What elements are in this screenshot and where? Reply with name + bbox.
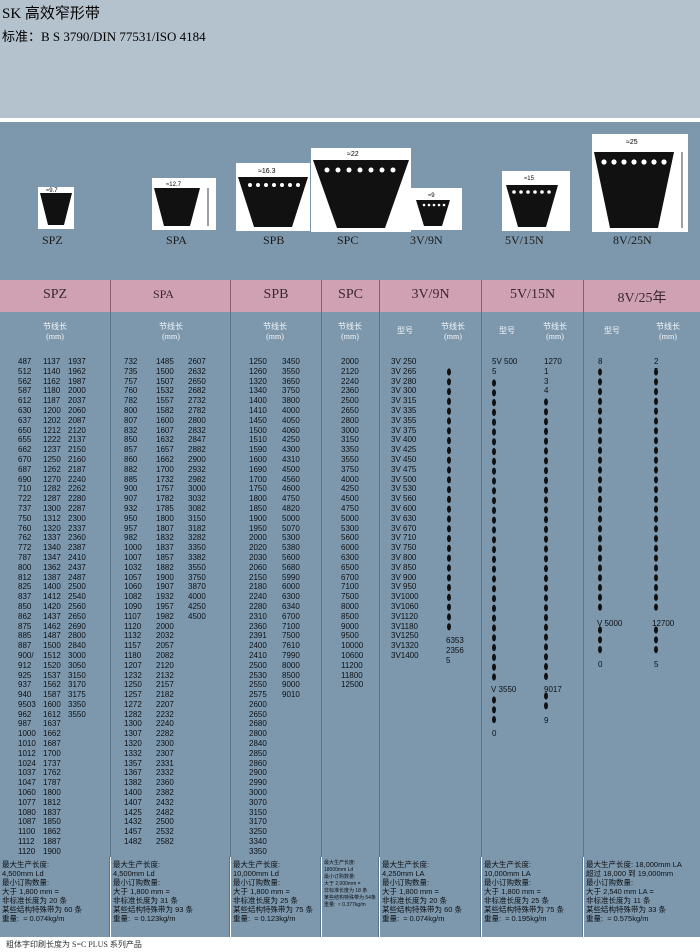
footer-spz: 最大生产长度: 4,500mm Ld 最小订购数量: 大于 1,800 mm =… [0,857,110,937]
sub-header-3v-length: 节线长 (mm) [441,322,465,341]
5v-section-diagram: ≈15 [502,171,570,231]
sub-header-8v-model: 型号 [604,326,620,335]
8v-lengths-tail: 5 [654,660,659,669]
spb-lengths-col1: 1250 1260 1320 1340 1400 1410 1450 1500 … [249,357,267,856]
header-band: SK 高效窄形带 标准：B S 3790/DIN 77531/ISO 4184 [0,0,700,118]
spc-lengths-col: 2000 2120 2240 2360 2500 2650 2800 3000 … [341,357,364,690]
table-body-spz [0,312,111,857]
column-header-8v: 8V/25年 [584,280,700,312]
footer-spb: 最大生产长度: 10,000mm Ld 最小订购数量: 大于 1,800 mm … [231,857,321,937]
spb-lengths-col2: 3450 3550 3650 3750 3800 4000 4050 4060 … [282,357,300,700]
table-body-spc [322,312,380,857]
diagram-label-spc: SPC [337,233,359,247]
diagram-label-spz: SPZ [42,233,63,247]
svg-text:≈15: ≈15 [524,176,535,182]
sub-header-spc: 节线长 (mm) [338,322,362,341]
3v-length-tail: 6353 2356 5 [446,636,464,665]
sub-header-spa: 节线长 (mm) [159,322,183,341]
table-body-8v [584,312,700,857]
bottom-note: 粗体字印刷长度为 S=C PLUS 系列产品 [0,937,700,952]
diagram-label-5v: 5V/15N [505,233,544,247]
spa-lengths-col2: 1485 1500 1507 1532 1557 1582 1600 1607 … [156,357,174,847]
diagram-label-8v: 8V/25N [613,233,652,247]
svg-text:≈12.7: ≈12.7 [166,182,182,188]
diagram-label-3v: 3V/9N [410,233,443,247]
svg-text:≈22: ≈22 [347,151,359,158]
5v-models-mid: V 3550 [491,685,517,694]
page-title: SK 高效窄形带 [2,6,100,22]
svg-text:≈9: ≈9 [428,193,435,199]
sub-header-5v-length: 节线长 (mm) [543,322,567,341]
8v-section-diagram: ≈25 [592,134,688,232]
3v-section-diagram: ≈9 [410,188,462,230]
spa-lengths-col1: 732 735 757 760 782 800 807 832 850 857 … [124,357,142,847]
svg-text:≈25: ≈25 [626,139,638,146]
spz-lengths-col1: 487 512 562 587 612 630 637 650 655 662 … [18,357,36,856]
standard-label: 标准：B S 3790/DIN 77531/ISO 4184 [2,29,206,44]
sub-header-8v-length: 节线长 (mm) [656,322,680,341]
spa-lengths-col3: 2607 2632 2650 2682 2732 2782 2800 2832 … [188,357,206,621]
5v-lengths-tail: 9 [544,716,549,725]
column-header-3v: 3V/9N [380,280,482,312]
5v-lengths-top: 1270 1 3 4 [544,357,562,396]
sub-header-3v-model: 型号 [397,326,413,335]
footer-3v: 最大生产长度: 4,250mm LA 最小订购数量: 大于 1,800 mm =… [380,857,481,937]
8v-models-top: 8 [598,357,603,366]
table-body-spb [231,312,322,857]
column-header-5v: 5V/15N [482,280,584,312]
5v-models-tail: 0 [492,729,497,738]
8v-lengths-mid: 12700 [652,619,675,628]
footer-8v: 最大生产长度: 18,000mm LA 超过 18,000 到 19,000mm… [584,857,700,937]
8v-models-mid: V 5000 [597,619,623,628]
footer-5v: 最大生产长度: 10,000mm LA 最小订购数量: 大于 1,800 mm … [482,857,583,937]
svg-text:≈9.7: ≈9.7 [46,188,58,194]
8v-models-tail: 0 [598,660,603,669]
diagram-label-spb: SPB [263,233,285,247]
column-header-spb: SPB [231,280,322,312]
spc-section-diagram: ≈22 [311,148,411,232]
5v-lengths-mid: 9017 [544,685,562,694]
footer-spc: 最大生产长度: 18000mm Ld 最小订购数量: 大于 2,000mm = … [322,857,379,937]
column-header-spc: SPC [322,280,380,312]
table-body-5v [482,312,584,857]
table-body-spa [111,312,231,857]
spz-lengths-col2: 1137 1140 1162 1180 1187 1200 1202 1212 … [43,357,61,856]
spz-section-diagram: ≈9.7 [38,187,74,229]
svg-text:≈16.3: ≈16.3 [258,168,276,175]
column-header-spz: SPZ [0,280,111,312]
sub-header-5v-model: 型号 [499,326,515,335]
spz-lengths-col3: 1937 1962 1987 2000 2037 2060 2087 2120 … [68,357,86,719]
3v-models-col: 3V 250 3V 265 3V 280 3V 300 3V 315 3V 33… [391,357,419,660]
spb-section-diagram: ≈16.3 [236,163,310,231]
table-body-3v [380,312,482,857]
footer-spa: 最大生产长度: 4,500mm Ld 最小订购数量: 大于 1,800 mm =… [111,857,230,937]
sub-header-spb: 节线长 (mm) [263,322,287,341]
sub-header-spz: 节线长 (mm) [43,322,67,341]
5v-models-top: 5V 500 5 [492,357,518,376]
column-header-spa: SPA [111,280,231,312]
spa-section-diagram: ≈12.7 [152,178,216,230]
diagram-label-spa: SPA [166,233,187,247]
